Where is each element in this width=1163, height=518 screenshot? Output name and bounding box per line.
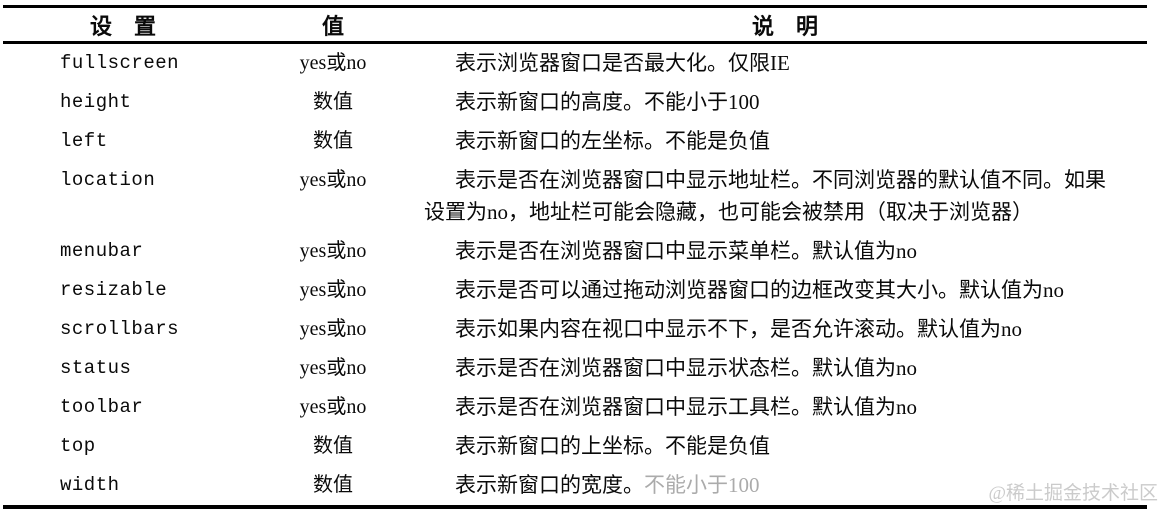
description-cell: 表示新窗口的左坐标。不能是负值: [455, 129, 770, 153]
value-cell: yes或no: [299, 240, 367, 262]
value-cell: 数值: [313, 435, 353, 457]
watermark: @稀土掘金技术社区: [988, 483, 1159, 504]
table-row: status yes或no 表示是否在浏览器窗口中显示状态栏。默认值为no: [3, 349, 1147, 388]
header-value: 值: [243, 6, 423, 44]
value-cell: yes或no: [299, 52, 367, 74]
table-row: location yes或no 表示是否在浏览器窗口中显示地址栏。不同浏览器的默…: [3, 161, 1147, 232]
table-row: left 数值 表示新窗口的左坐标。不能是负值: [3, 122, 1147, 161]
description-cell: 表示是否在浏览器窗口中显示状态栏。默认值为no: [455, 356, 917, 380]
setting-name-cell: location: [60, 169, 156, 191]
header-description: 说 明: [423, 6, 1147, 44]
value-cell: yes或no: [299, 396, 367, 418]
header-setting: 设 置: [3, 6, 243, 44]
table-row: scrollbars yes或no 表示如果内容在视口中显示不下，是否允许滚动。…: [3, 310, 1147, 349]
setting-name-cell: top: [60, 435, 96, 457]
table-row: fullscreen yes或no 表示浏览器窗口是否最大化。仅限IE: [3, 43, 1147, 84]
description-cell: 表示是否在浏览器窗口中显示工具栏。默认值为no: [455, 395, 917, 419]
table-row: top 数值 表示新窗口的上坐标。不能是负值: [3, 427, 1147, 466]
description-cell: 表示浏览器窗口是否最大化。仅限IE: [455, 51, 790, 75]
setting-name-cell: left: [60, 130, 108, 152]
setting-name-cell: status: [60, 357, 132, 379]
table-header-row: 设 置 值 说 明: [3, 6, 1147, 44]
value-cell: yes或no: [299, 318, 367, 340]
table-row: toolbar yes或no 表示是否在浏览器窗口中显示工具栏。默认值为no: [3, 388, 1147, 427]
setting-name-cell: scrollbars: [60, 318, 180, 340]
description-cell: 表示新窗口的宽度。不能小于100: [455, 473, 760, 497]
description-cell: 表示如果内容在视口中显示不下，是否允许滚动。默认值为no: [455, 317, 1022, 341]
description-cell: 表示是否可以通过拖动浏览器窗口的边框改变其大小。默认值为no: [455, 278, 1064, 302]
window-open-settings-table: 设 置 值 说 明 fullscreen yes或no 表示浏览器窗口是否最大化…: [3, 5, 1147, 509]
value-cell: yes或no: [299, 169, 367, 191]
description-faded-text: 不能小于100: [644, 473, 760, 497]
setting-name-cell: menubar: [60, 240, 144, 262]
value-cell: 数值: [313, 130, 353, 152]
value-cell: yes或no: [299, 357, 367, 379]
value-cell: 数值: [313, 91, 353, 113]
description-cell: 表示是否在浏览器窗口中显示地址栏。不同浏览器的默认值不同。如果设置为no，地址栏…: [424, 168, 1106, 224]
setting-name-cell: fullscreen: [60, 52, 180, 74]
table-row: height 数值 表示新窗口的高度。不能小于100: [3, 83, 1147, 122]
value-cell: yes或no: [299, 279, 367, 301]
value-cell: 数值: [313, 474, 353, 496]
table-row: width 数值 表示新窗口的宽度。不能小于100: [3, 466, 1147, 507]
setting-name-cell: resizable: [60, 279, 168, 301]
table-body: fullscreen yes或no 表示浏览器窗口是否最大化。仅限IE heig…: [3, 43, 1147, 508]
table-row: menubar yes或no 表示是否在浏览器窗口中显示菜单栏。默认值为no: [3, 232, 1147, 271]
description-cell: 表示新窗口的上坐标。不能是负值: [455, 434, 770, 458]
setting-name-cell: width: [60, 474, 120, 496]
setting-name-cell: toolbar: [60, 396, 144, 418]
table-row: resizable yes或no 表示是否可以通过拖动浏览器窗口的边框改变其大小…: [3, 271, 1147, 310]
description-cell: 表示新窗口的高度。不能小于100: [455, 90, 760, 114]
description-cell: 表示是否在浏览器窗口中显示菜单栏。默认值为no: [455, 239, 917, 263]
setting-name-cell: height: [60, 91, 132, 113]
